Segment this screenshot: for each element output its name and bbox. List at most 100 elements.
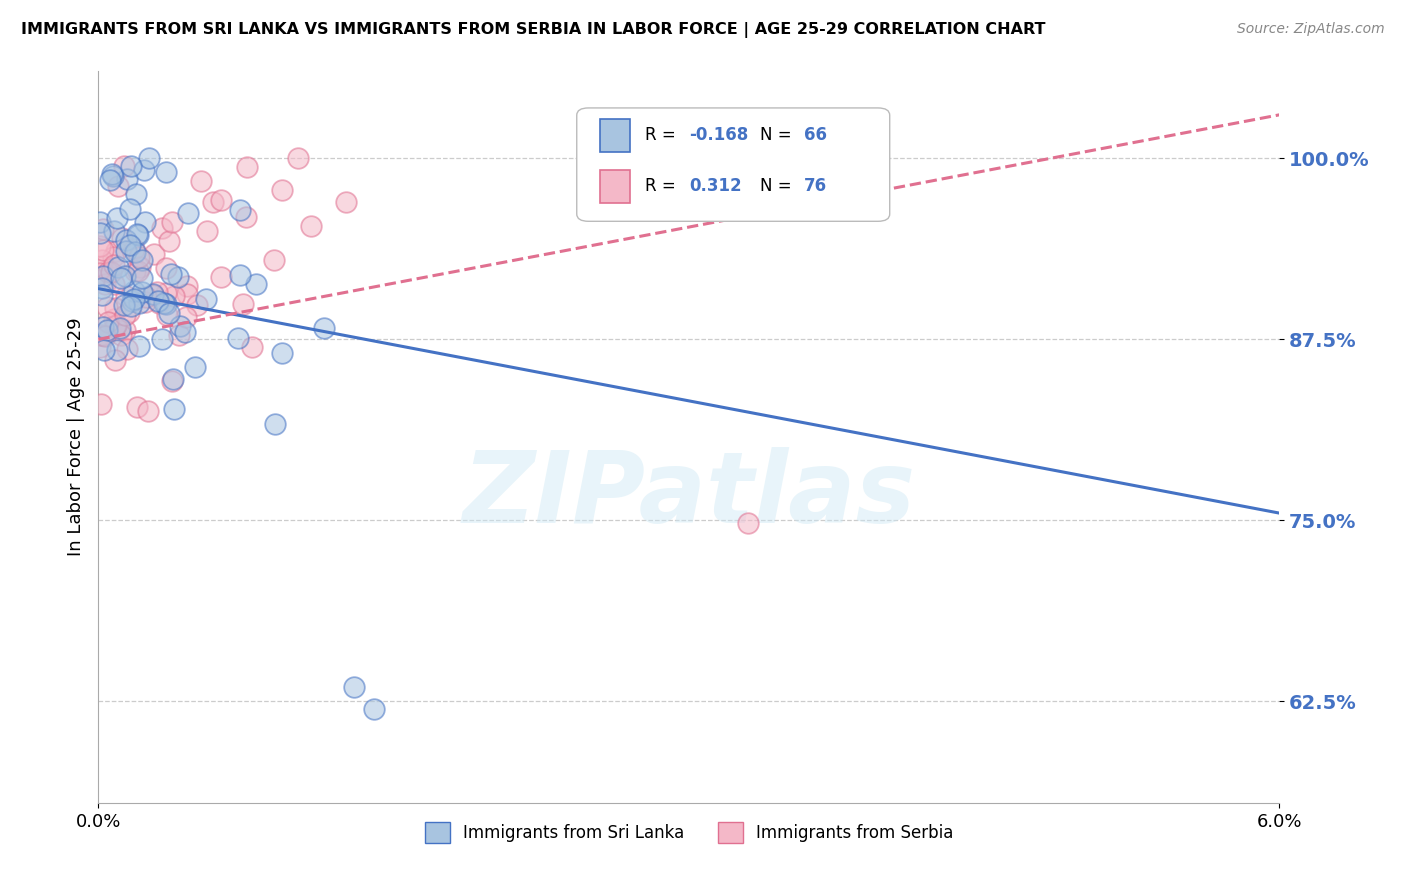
Point [122, 242, 145, 256]
Point [124, 245, 146, 260]
Point [157, 234, 180, 248]
Point [112, 160, 135, 174]
Point [121, 293, 143, 308]
Point [96, 301, 118, 315]
Point [155, 260, 177, 275]
Point [131, 252, 153, 267]
Point [110, 270, 132, 285]
Point [96, 323, 118, 337]
Point [173, 326, 195, 340]
Point [114, 322, 136, 336]
Point [118, 238, 141, 252]
Point [299, 219, 322, 233]
Point [91, 281, 114, 295]
Point [97, 315, 120, 329]
Text: R =: R = [645, 178, 682, 195]
Point [146, 285, 169, 299]
Point [125, 227, 148, 242]
Point [155, 297, 177, 311]
Bar [600, 119, 630, 152]
Point [107, 179, 129, 194]
Text: 76: 76 [803, 178, 827, 195]
Point [737, 516, 759, 531]
Point [89, 215, 111, 229]
Text: Source: ZipAtlas.com: Source: ZipAtlas.com [1237, 22, 1385, 37]
Point [114, 244, 136, 259]
Point [240, 340, 263, 354]
Point [195, 224, 218, 238]
Point [115, 172, 138, 186]
Point [101, 250, 124, 264]
Point [155, 285, 177, 300]
Point [115, 289, 138, 303]
Point [343, 680, 366, 694]
Point [235, 160, 257, 174]
Point [135, 290, 157, 304]
Point [100, 265, 122, 279]
Point [148, 296, 170, 310]
Point [101, 169, 124, 183]
Point [194, 292, 217, 306]
Point [131, 270, 153, 285]
Point [103, 223, 125, 237]
Point [114, 268, 136, 283]
Point [125, 400, 148, 414]
Point [134, 294, 156, 309]
Point [264, 417, 287, 432]
Point [162, 372, 184, 386]
Point [183, 360, 205, 375]
Point [104, 318, 127, 333]
Point [150, 332, 173, 346]
Point [104, 318, 127, 333]
Text: 66: 66 [803, 126, 827, 144]
Point [89, 266, 111, 280]
Point [105, 343, 128, 357]
Point [91, 243, 114, 257]
Point [176, 286, 198, 301]
Point [122, 284, 145, 298]
Point [235, 210, 257, 224]
Text: 0.312: 0.312 [689, 178, 741, 195]
Text: R =: R = [645, 126, 682, 144]
Point [209, 193, 232, 207]
Point [138, 151, 160, 165]
Point [157, 306, 180, 320]
Point [118, 305, 141, 319]
Point [101, 167, 124, 181]
Point [110, 328, 132, 343]
Point [89, 327, 111, 342]
Point [97, 265, 120, 279]
Point [108, 323, 131, 337]
Point [91, 222, 114, 236]
Point [124, 187, 146, 202]
Point [163, 402, 186, 417]
Point [93, 277, 115, 292]
Point [271, 183, 294, 197]
Point [91, 328, 114, 343]
Point [129, 260, 152, 275]
Point [226, 331, 249, 345]
Point [89, 397, 111, 411]
Point [112, 298, 135, 312]
Point [90, 288, 112, 302]
Point [124, 264, 146, 278]
Text: IMMIGRANTS FROM SRI LANKA VS IMMIGRANTS FROM SERBIA IN LABOR FORCE | AGE 25-29 C: IMMIGRANTS FROM SRI LANKA VS IMMIGRANTS … [21, 22, 1046, 38]
Point [103, 277, 125, 291]
Point [163, 289, 186, 303]
Point [160, 267, 183, 281]
Point [91, 259, 114, 273]
Point [160, 214, 183, 228]
Point [312, 320, 335, 334]
Point [160, 374, 183, 388]
Point [287, 151, 309, 165]
Point [104, 244, 127, 258]
Point [176, 279, 198, 293]
Point [91, 252, 114, 267]
Point [263, 252, 285, 267]
Point [128, 296, 150, 310]
Point [104, 353, 127, 368]
Point [103, 258, 125, 272]
Point [127, 228, 149, 243]
Point [142, 288, 165, 302]
Point [174, 310, 197, 324]
